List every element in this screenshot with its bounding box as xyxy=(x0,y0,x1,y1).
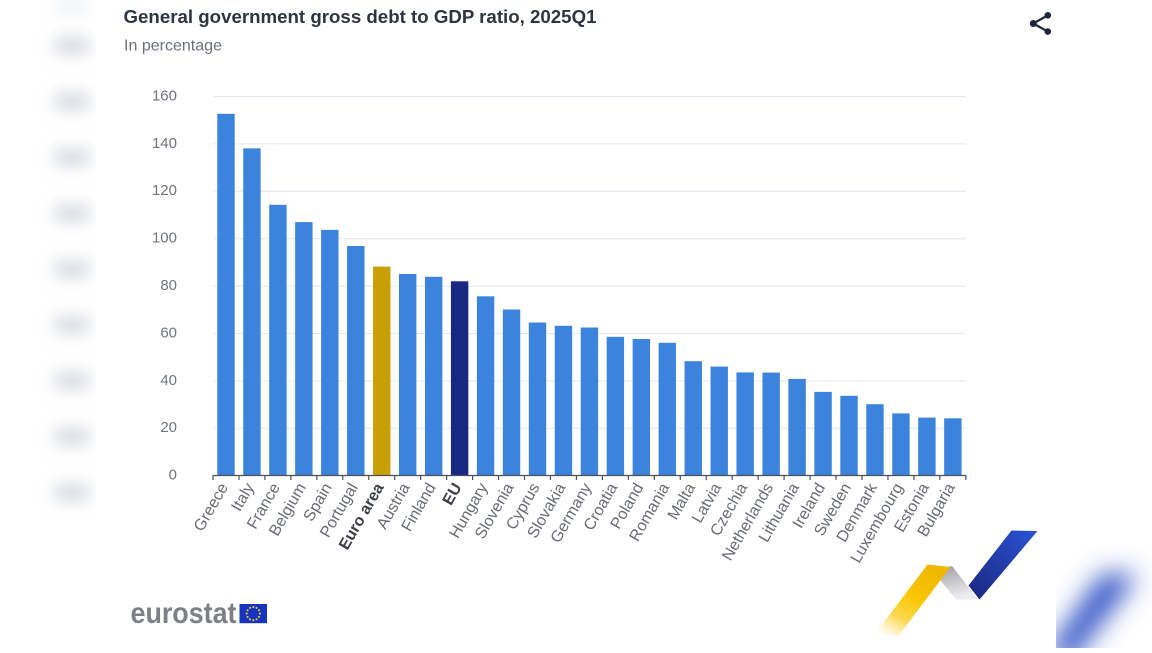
svg-text:eurostat: eurostat xyxy=(131,597,237,630)
svg-text:In percentage: In percentage xyxy=(124,38,222,55)
svg-text:100: 100 xyxy=(152,230,177,247)
svg-text:140: 140 xyxy=(152,135,177,152)
svg-text:40: 40 xyxy=(160,372,177,389)
svg-text:0: 0 xyxy=(169,467,177,484)
svg-text:80: 80 xyxy=(160,277,177,294)
svg-text:120: 120 xyxy=(152,182,177,199)
svg-text:General government gross debt: General government gross debt to GDP rat… xyxy=(124,7,597,27)
svg-text:60: 60 xyxy=(160,324,177,341)
svg-text:20: 20 xyxy=(160,419,177,436)
svg-text:160: 160 xyxy=(152,87,177,104)
